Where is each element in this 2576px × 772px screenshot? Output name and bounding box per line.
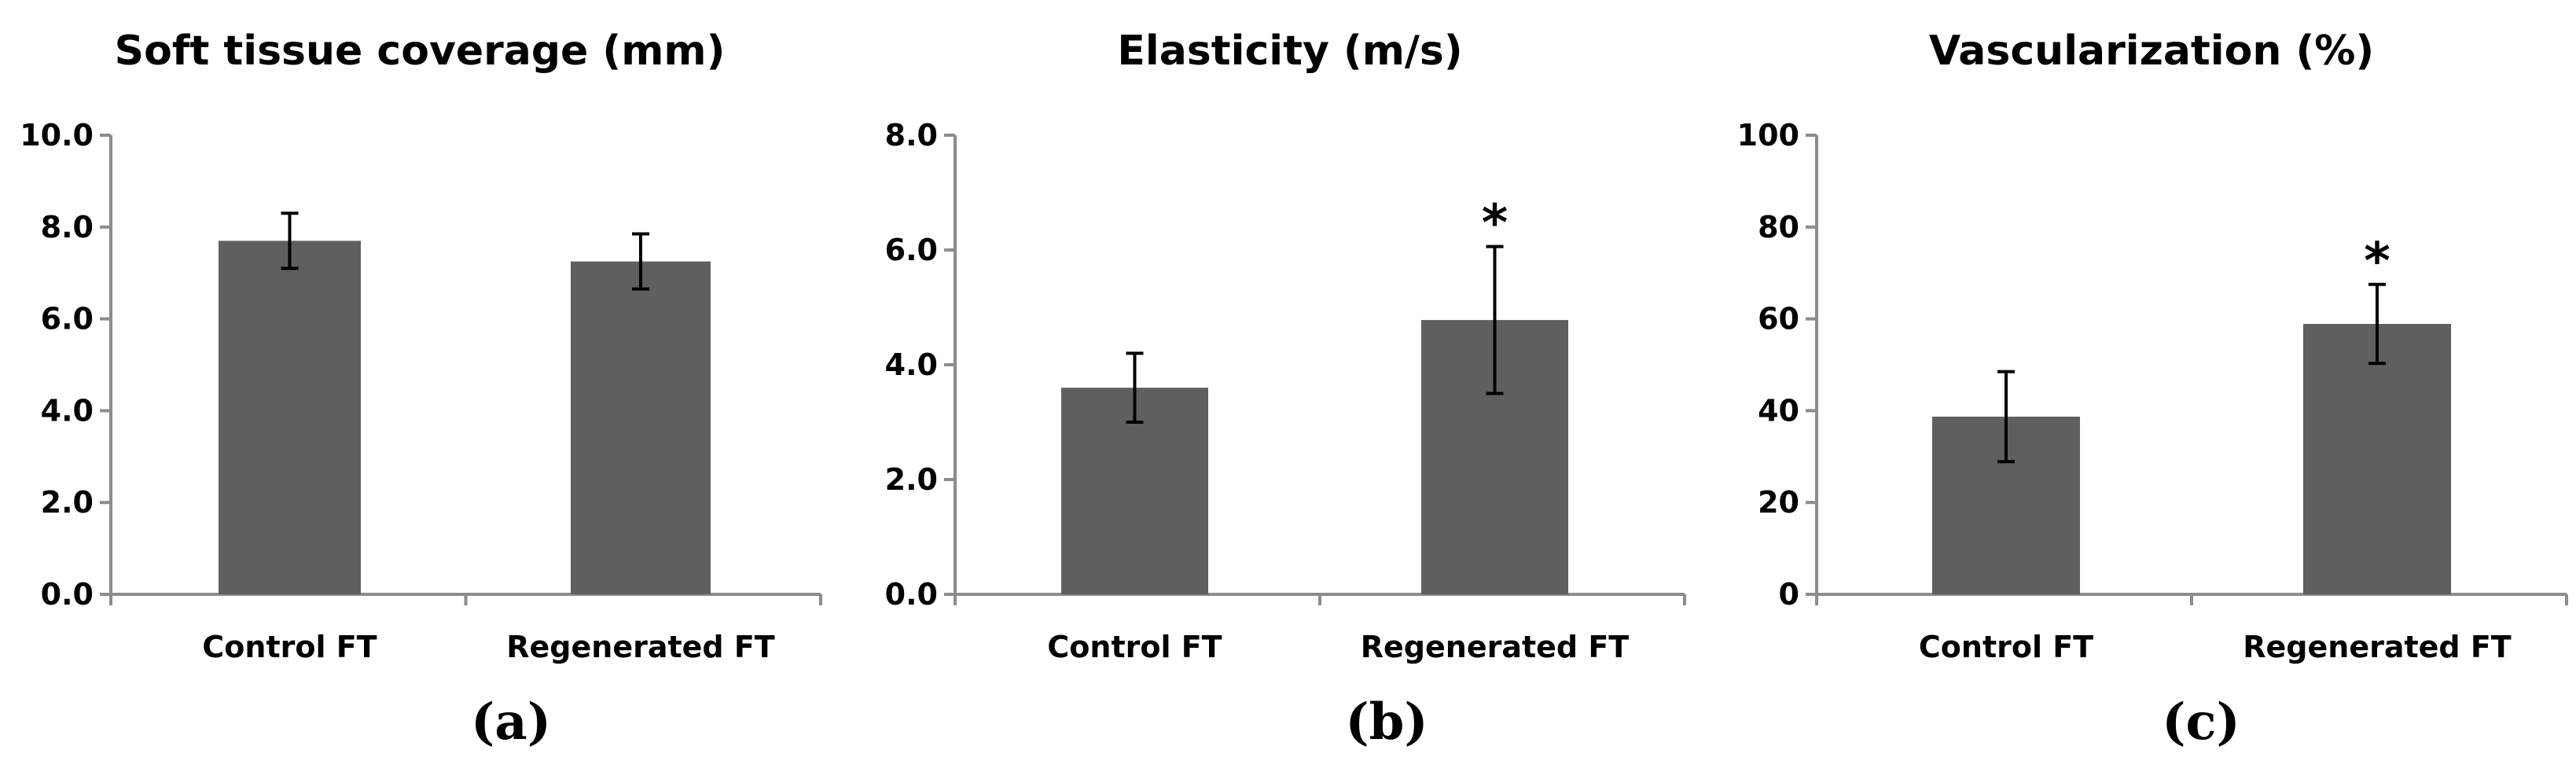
chart-title-b: Elasticity (m/s) <box>1117 28 1462 75</box>
y-tick-label-a: 6.0 <box>41 302 94 336</box>
y-tick-label-a: 2.0 <box>41 485 94 520</box>
panel-label-a: (a) <box>471 693 551 752</box>
y-tick-label-a: 10.0 <box>20 118 94 153</box>
category-label-a-1: Regenerated FT <box>506 630 775 664</box>
category-label-a-0: Control FT <box>202 630 377 664</box>
category-label-b-1: Regenerated FT <box>1361 630 1630 664</box>
plot-area-c: 0 20 40 60 80 100 Control FT Regenerated FT * <box>1737 118 2568 664</box>
panel-label-b: (b) <box>1345 693 1428 752</box>
chart-panel-c: Vascularization (%) (c) 0 20 40 60 80 100 Cont… <box>1737 28 2568 752</box>
panel-label-c: (c) <box>2162 693 2240 752</box>
y-tick-label-c: 60 <box>1758 302 1799 336</box>
y-tick-label-b: 4.0 <box>885 347 938 382</box>
bar-a-1 <box>571 261 711 594</box>
chart-panel-b: Elasticity (m/s) (b) 0.0 2.0 4.0 6.0 8.0 Cont… <box>885 28 1686 752</box>
y-tick-label-b: 2.0 <box>885 462 938 497</box>
category-label-c-0: Control FT <box>1919 630 2093 664</box>
y-tick-label-c: 0 <box>1779 577 1799 612</box>
y-tick-label-b: 0.0 <box>885 577 938 612</box>
significance-marker-c-1: * <box>2364 233 2390 291</box>
bar-c-1 <box>2303 324 2451 594</box>
y-tick-label-a: 4.0 <box>41 393 94 428</box>
chart-title-a: Soft tissue coverage (mm) <box>115 28 726 75</box>
y-tick-label-c: 20 <box>1758 485 1799 520</box>
y-tick-label-b: 8.0 <box>885 118 938 153</box>
plot-area-a: 0.0 2.0 4.0 6.0 8.0 10.0 Control FT Regenerated… <box>20 118 822 664</box>
category-label-b-0: Control FT <box>1047 630 1222 664</box>
y-tick-label-a: 8.0 <box>41 210 94 244</box>
chart-title-c: Vascularization (%) <box>1929 28 2374 75</box>
y-tick-label-a: 0.0 <box>41 577 94 612</box>
chart-panel-a: Soft tissue coverage (mm) (a) 0.0 2.0 4.0 6… <box>20 28 822 752</box>
bar-a-0 <box>219 241 361 594</box>
significance-marker-b-1: * <box>1482 195 1508 253</box>
y-tick-label-b: 6.0 <box>885 233 938 267</box>
plot-area-b: 0.0 2.0 4.0 6.0 8.0 Control FT Regenerated FT * <box>885 118 1686 664</box>
y-tick-label-c: 100 <box>1737 118 1799 153</box>
category-label-c-1: Regenerated FT <box>2243 630 2512 664</box>
y-tick-label-c: 40 <box>1758 393 1799 428</box>
y-tick-label-c: 80 <box>1758 210 1799 244</box>
